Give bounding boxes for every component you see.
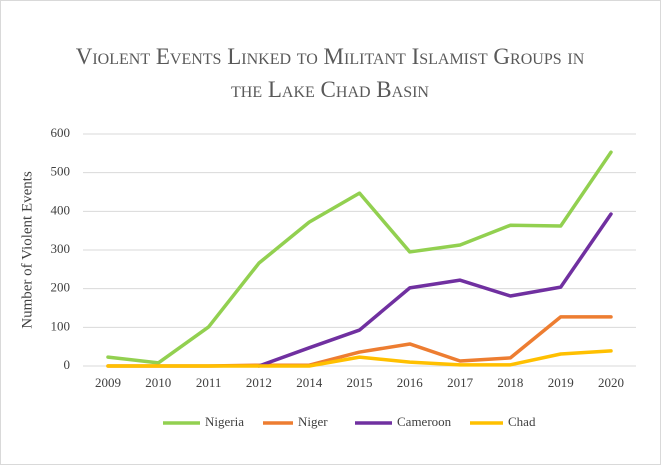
legend-label: Chad	[508, 414, 536, 429]
x-tick-label: 2015	[347, 375, 373, 390]
chart-title: Violent Events Linked to Militant Islami…	[75, 44, 585, 102]
legend-label: Cameroon	[397, 414, 452, 429]
x-tick-label: 2019	[548, 375, 574, 390]
y-axis-label: Number of Violent Events	[19, 171, 35, 329]
x-tick-label: 2011	[196, 375, 222, 390]
series-line	[106, 150, 613, 365]
legend-label: Niger	[298, 414, 328, 429]
x-tick-label: 2016	[397, 375, 424, 390]
x-tick-label: 2010	[145, 375, 171, 390]
y-tick-label: 500	[51, 164, 71, 179]
y-tick-label: 100	[51, 318, 71, 333]
x-tick-label: 2009	[95, 375, 121, 390]
y-tick-label: 300	[51, 241, 71, 256]
y-tick-label: 0	[64, 357, 71, 372]
y-tick-label: 200	[51, 280, 71, 295]
y-tick-label: 600	[51, 125, 71, 140]
x-tick-label: 2018	[497, 375, 523, 390]
legend-label: Nigeria	[205, 414, 244, 429]
x-tick-label: 2014	[296, 375, 323, 390]
series-line	[257, 212, 613, 368]
series-line	[106, 349, 613, 368]
x-tick-label: 2017	[447, 375, 474, 390]
x-tick-label: 2020	[598, 375, 624, 390]
x-tick-label: 2012	[246, 375, 272, 390]
y-tick-label: 400	[51, 202, 71, 217]
